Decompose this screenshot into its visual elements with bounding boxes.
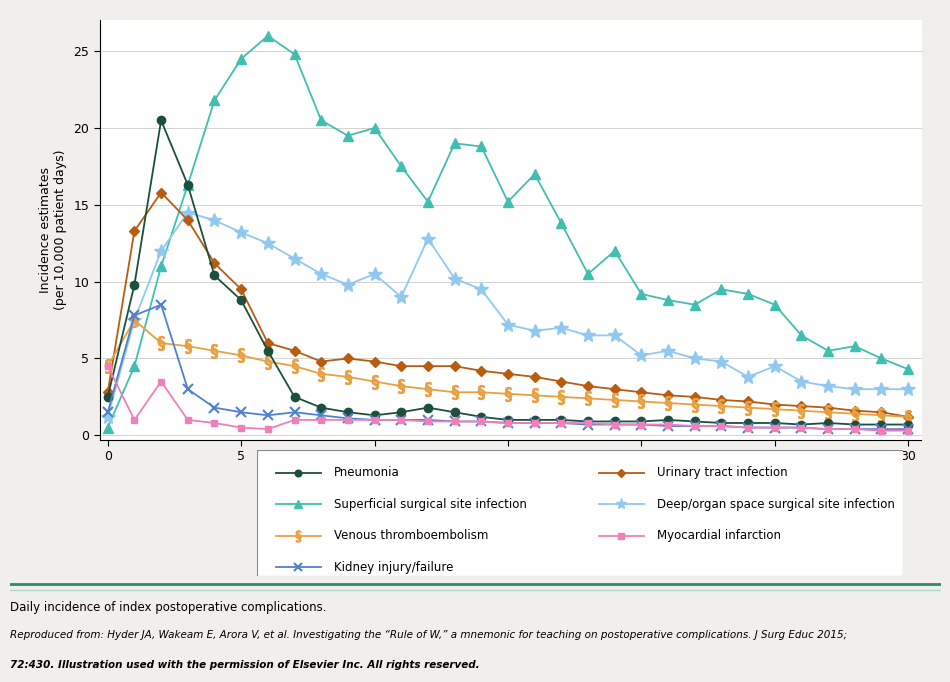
Text: Kidney injury/failure: Kidney injury/failure: [334, 561, 453, 574]
FancyBboxPatch shape: [256, 450, 902, 576]
Text: Reproduced from: Hyder JA, Wakeam E, Arora V, et al. Investigating the “Rule of : Reproduced from: Hyder JA, Wakeam E, Aro…: [10, 629, 846, 640]
X-axis label: Postoperative day: Postoperative day: [439, 472, 582, 486]
Text: Venous thromboembolism: Venous thromboembolism: [334, 529, 488, 542]
Text: Pneumonia: Pneumonia: [334, 466, 400, 479]
Text: Deep/organ space surgical site infection: Deep/organ space surgical site infection: [657, 498, 895, 511]
Text: Superficial surgical site infection: Superficial surgical site infection: [334, 498, 527, 511]
Text: Daily incidence of index postoperative complications.: Daily incidence of index postoperative c…: [10, 602, 326, 614]
Text: 72:430. Illustration used with the permission of Elsevier Inc. All rights reserv: 72:430. Illustration used with the permi…: [10, 659, 479, 670]
Text: Urinary tract infection: Urinary tract infection: [657, 466, 788, 479]
Y-axis label: Incidence estimates
(per 10,000 patient days): Incidence estimates (per 10,000 patient …: [39, 150, 66, 310]
Text: Myocardial infarction: Myocardial infarction: [657, 529, 781, 542]
